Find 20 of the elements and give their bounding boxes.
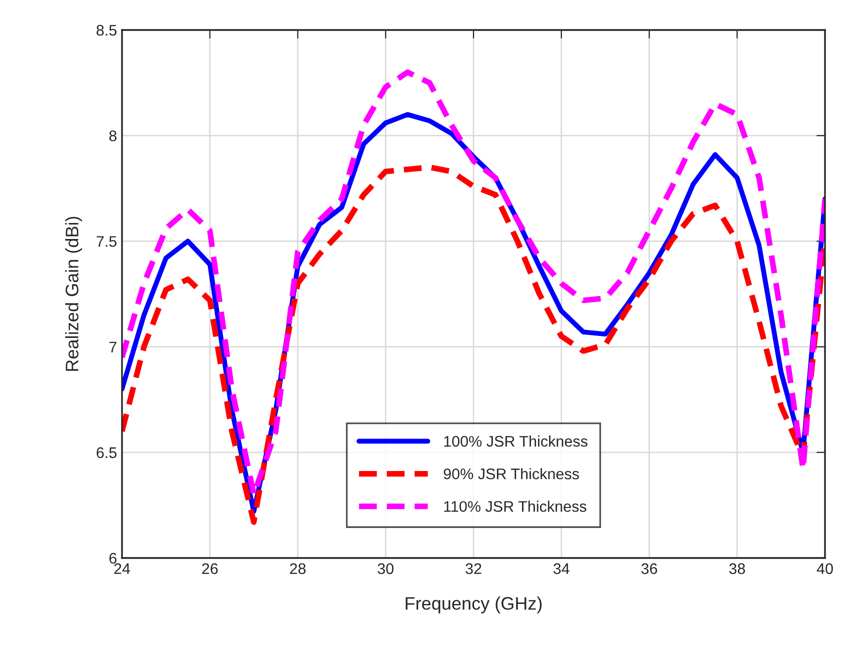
y-tick-label: 7 <box>109 342 116 352</box>
legend-label: 110% JSR Thickness <box>444 500 586 512</box>
y-tick-label: 6 <box>109 552 116 564</box>
x-tick-label: 30 <box>378 563 394 574</box>
x-tick-label: 32 <box>466 563 482 574</box>
legend-label: 90% JSR Thickness <box>444 468 579 480</box>
y-tick-label: 8 <box>109 130 116 142</box>
x-tick-label: 28 <box>290 563 306 574</box>
x-tick-label: 24 <box>114 563 130 574</box>
x-axis-title: Frequency (GHz) <box>406 596 542 614</box>
y-axis-title: Realized Gain (dBi) <box>65 216 82 371</box>
legend-label: 100% JSR Thickness <box>444 436 588 447</box>
x-tick-label: 34 <box>553 563 570 574</box>
x-tick-label: 36 <box>641 563 658 574</box>
y-tick-label: 8.5 <box>96 24 116 36</box>
x-tick-label: 26 <box>202 563 218 574</box>
x-tick-label: 40 <box>816 563 833 574</box>
y-tick-label: 6.5 <box>96 447 116 458</box>
y-tick-label: 7.5 <box>96 236 116 247</box>
x-tick-label: 38 <box>729 563 745 574</box>
